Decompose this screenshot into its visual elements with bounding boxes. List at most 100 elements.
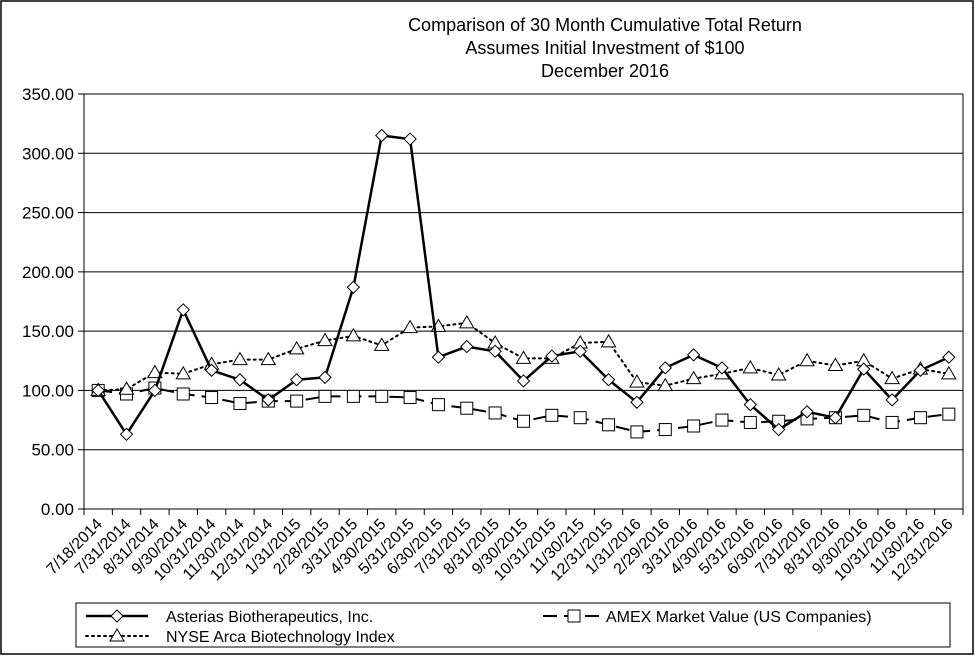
data-point (573, 411, 587, 425)
data-point (771, 422, 786, 437)
data-point (460, 401, 474, 415)
data-point (743, 415, 757, 429)
data-point (403, 391, 417, 405)
data-point (375, 389, 389, 403)
data-point (827, 357, 844, 372)
data-point (828, 410, 843, 425)
data-point (488, 344, 502, 359)
data-point (402, 319, 418, 334)
data-point (770, 367, 787, 381)
data-point (176, 303, 190, 317)
legend-box (75, 602, 951, 648)
data-point (857, 362, 871, 376)
data-point (290, 394, 304, 408)
data-point (913, 411, 927, 425)
data-point (91, 383, 105, 398)
y-tick-label: 200.00 (22, 263, 74, 282)
data-point (317, 332, 333, 347)
chart-subtitle-1: Assumes Initial Investment of $100 (465, 38, 744, 58)
data-point (743, 397, 758, 412)
data-point (233, 396, 247, 410)
data-point (545, 408, 559, 422)
data-point (885, 415, 899, 429)
data-point (885, 393, 899, 407)
series-layer (90, 128, 957, 442)
data-point (657, 377, 674, 392)
chart-title: Comparison of 30 Month Cumulative Total … (408, 15, 802, 35)
data-point (800, 405, 814, 419)
data-point (629, 374, 645, 388)
data-point (742, 359, 759, 374)
legend-item-2: NYSE Arca Biotechnology Index (85, 628, 395, 646)
data-point (658, 423, 672, 437)
data-point (940, 365, 957, 380)
data-point (261, 393, 276, 407)
y-tick-label: 100.00 (22, 381, 74, 400)
data-point (545, 349, 559, 363)
data-point (515, 350, 532, 364)
data-point (403, 132, 417, 146)
data-point (318, 370, 332, 385)
data-point (119, 427, 134, 442)
data-point (346, 389, 360, 403)
y-tick-label: 300.00 (22, 144, 74, 163)
legend-marker (109, 628, 125, 642)
data-point (602, 418, 616, 432)
data-point (517, 414, 530, 428)
legend-marker (110, 609, 124, 623)
plot-area (83, 93, 964, 510)
y-tick-label: 0.00 (41, 500, 74, 519)
legend: Asterias Biotherapeutics, Inc. AMEX Marke… (75, 602, 951, 648)
data-point (884, 370, 900, 385)
y-tick-label: 150.00 (22, 322, 74, 341)
data-point (460, 339, 474, 354)
data-point (601, 373, 616, 387)
data-point (176, 387, 190, 401)
data-point (260, 351, 277, 366)
data-point (318, 389, 332, 403)
data-point (175, 365, 192, 380)
data-point (232, 351, 248, 366)
series-0 (91, 128, 956, 442)
data-point (715, 361, 729, 375)
data-point (687, 419, 701, 433)
legend-label: AMEX Market Value (US Companies) (606, 609, 872, 626)
data-point (233, 373, 247, 387)
data-point (147, 364, 163, 379)
data-point (204, 363, 219, 377)
data-point (148, 383, 162, 398)
data-point (799, 352, 815, 367)
data-point (458, 314, 475, 329)
data-point (942, 350, 956, 364)
data-point (288, 340, 305, 355)
data-point (686, 348, 701, 362)
legend-item-0: Asterias Biotherapeutics, Inc. (86, 609, 373, 626)
data-point (573, 344, 587, 359)
data-point (942, 407, 956, 421)
y-tick-label: 50.00 (31, 441, 74, 460)
data-point (685, 370, 702, 385)
data-point (373, 337, 390, 351)
data-point (346, 280, 361, 294)
data-point (431, 398, 445, 412)
data-point (118, 381, 135, 395)
data-point (431, 350, 446, 364)
data-point (857, 408, 871, 422)
data-point (375, 128, 389, 143)
data-point (658, 361, 672, 375)
data-point (345, 327, 362, 342)
data-point (913, 363, 928, 377)
chart-subtitle-2: December 2016 (541, 61, 669, 81)
data-point (289, 373, 304, 387)
y-tick-label: 350.00 (22, 85, 74, 104)
grid-layer (84, 152, 963, 451)
data-point (715, 413, 729, 427)
data-point (488, 406, 502, 420)
legend-label: NYSE Arca Biotechnology Index (166, 629, 395, 646)
data-point (205, 391, 219, 405)
data-point (630, 425, 644, 439)
data-point (516, 374, 531, 388)
